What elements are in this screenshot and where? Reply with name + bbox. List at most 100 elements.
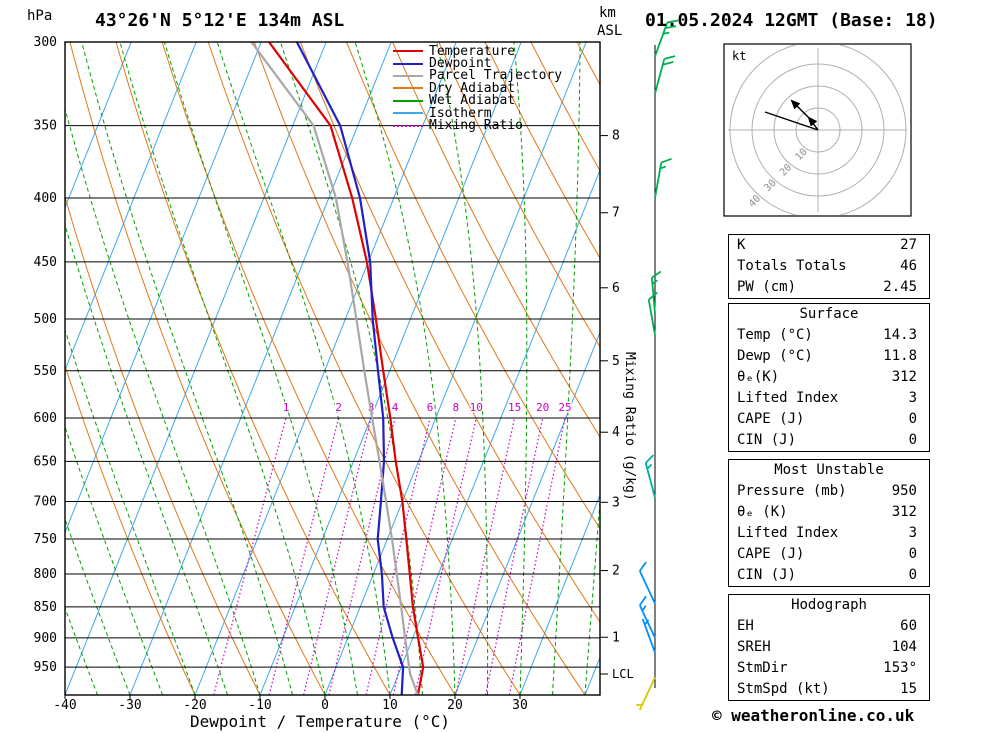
table-row-label: StmDir — [737, 660, 788, 676]
pressure-tick-label: 400 — [34, 191, 57, 206]
table-row-label: CIN (J) — [737, 567, 797, 583]
altitude-axis-unit-km: km — [599, 5, 616, 21]
isotherm-line — [324, 42, 587, 695]
temp-tick-label: 0 — [321, 698, 329, 713]
table-row: Temp (°C) 14.3 — [729, 325, 929, 346]
wet-adiabat-line — [65, 517, 131, 695]
mixing-ratio-label: 4 — [392, 401, 399, 414]
wind-barb — [644, 454, 656, 498]
wind-barb — [654, 19, 679, 57]
table-row-label: Pressure (mb) — [737, 483, 847, 499]
copyright: © weatheronline.co.uk — [712, 706, 915, 725]
hodograph-table: Hodograph EH 60 SREH 104 StmDir 153° StmSpd (k… — [728, 594, 930, 701]
table-row: K 27 — [729, 235, 929, 256]
wet-adiabat-line — [354, 42, 456, 695]
table-row: StmSpd (kt) 15 — [729, 679, 929, 700]
dry-adiabat-line — [253, 42, 586, 695]
wind-barb — [636, 676, 656, 711]
km-mark-label: LCL — [612, 667, 634, 681]
isotherm-line — [259, 42, 522, 695]
legend-item: Parcel Trajectory — [393, 68, 563, 84]
wind-barb — [654, 157, 672, 199]
mixing-ratio-label: 1 — [283, 401, 290, 414]
table-row-value: 950 — [891, 483, 917, 499]
mixing-ratio-line — [303, 417, 372, 695]
table-row-value: 104 — [891, 639, 917, 655]
table-row-label: θₑ(K) — [737, 369, 780, 385]
dry-adiabat-line — [484, 42, 600, 260]
temp-tick-label: -20 — [183, 698, 206, 713]
mixing-ratio-line — [328, 417, 396, 695]
temp-tick-label: 10 — [382, 698, 398, 713]
km-mark-label: 2 — [612, 564, 620, 579]
mixing-ratio-axis-label: Mixing Ratio (g/kg) — [622, 352, 637, 501]
pressure-tick-label: 450 — [34, 255, 57, 270]
table-row: θₑ (K) 312 — [729, 502, 929, 523]
temperature-curve — [268, 42, 425, 695]
table-row-value: 11.8 — [883, 348, 917, 364]
hodograph-table-header: Hodograph — [791, 597, 867, 613]
mixing-ratio-label: 15 — [508, 401, 521, 414]
table-row: CAPE (J) 0 — [729, 409, 929, 430]
parcel-trajectory-curve — [250, 42, 419, 695]
legend-swatch — [393, 99, 423, 102]
hodograph-arrow-trace — [790, 99, 819, 131]
table-row-value: 3 — [908, 390, 917, 406]
table-row: StmDir 153° — [729, 658, 929, 679]
km-mark-label: 1 — [612, 630, 620, 645]
pressure-tick-label: 850 — [34, 600, 57, 615]
table-row-label: CAPE (J) — [737, 411, 805, 427]
table-row: θₑ(K) 312 — [729, 367, 929, 388]
pressure-tick-label: 300 — [34, 35, 57, 50]
dry-adiabat-line — [346, 42, 600, 530]
table-row-label: StmSpd (kt) — [737, 681, 830, 697]
temp-tick-label: -40 — [53, 698, 76, 713]
table-row-value: 153° — [883, 660, 917, 676]
table-row-label: Lifted Index — [737, 390, 839, 406]
mixing-ratio-label: 2 — [335, 401, 342, 414]
km-mark-label: 8 — [612, 129, 620, 144]
table-row: CIN (J) 0 — [729, 430, 929, 451]
mixing-ratio-label: 10 — [470, 401, 483, 414]
temp-tick-label: 20 — [447, 698, 463, 713]
wet-adiabat-line — [65, 106, 261, 695]
hodograph-ring — [729, 45, 907, 215]
km-mark-label: 4 — [612, 425, 620, 440]
table-row-value: 15 — [900, 681, 917, 697]
plot-legend: Temperature Dewpoint Parcel Trajectory Dry … — [393, 44, 563, 134]
legend-swatch — [393, 87, 423, 90]
table-row-value: 60 — [900, 618, 917, 634]
legend-label: Parcel Trajectory — [429, 68, 563, 84]
table-row-value: 46 — [900, 258, 917, 274]
table-row: Totals Totals 46 — [729, 256, 929, 277]
isotherm-line — [65, 42, 327, 695]
table-row-label: CIN (J) — [737, 432, 797, 448]
legend-label: Wet Adiabat — [429, 93, 516, 109]
surface-table: Surface Temp (°C) 14.3 Dewp (°C) 11.8 θₑ(K) 3… — [728, 303, 930, 452]
indices-table: K 27 Totals Totals 46 PW (cm) 2.45 — [728, 234, 930, 299]
table-row-label: CAPE (J) — [737, 546, 805, 562]
table-row-label: PW (cm) — [737, 279, 797, 295]
table-row: Pressure (mb) 950 — [729, 481, 929, 502]
isotherm-line — [194, 42, 457, 695]
table-row-label: Temp (°C) — [737, 327, 813, 343]
isotherm-line — [0, 42, 1, 695]
wet-adiabat-line — [65, 606, 98, 695]
table-row: Lifted Index 3 — [729, 523, 929, 544]
table-row: Dewp (°C) 11.8 — [729, 346, 929, 367]
table-row: CAPE (J) 0 — [729, 544, 929, 565]
table-row-value: 2.45 — [883, 279, 917, 295]
isotherm-line — [454, 331, 600, 695]
pressure-tick-label: 950 — [34, 660, 57, 675]
mixing-ratio-line — [455, 417, 516, 695]
dry-adiabat-line — [299, 42, 600, 623]
legend-item: Isotherm — [393, 106, 562, 121]
temp-tick-label: 30 — [512, 698, 528, 713]
mixing-ratio-line — [392, 417, 457, 695]
isotherm-line — [519, 493, 600, 695]
table-row: EH 60 — [729, 616, 929, 637]
table-row-label: Totals Totals — [737, 258, 847, 274]
wet-adiabat-line — [279, 42, 423, 695]
legend-label: Mixing Ratio — [429, 118, 523, 134]
table-row-value: 3 — [908, 525, 917, 541]
